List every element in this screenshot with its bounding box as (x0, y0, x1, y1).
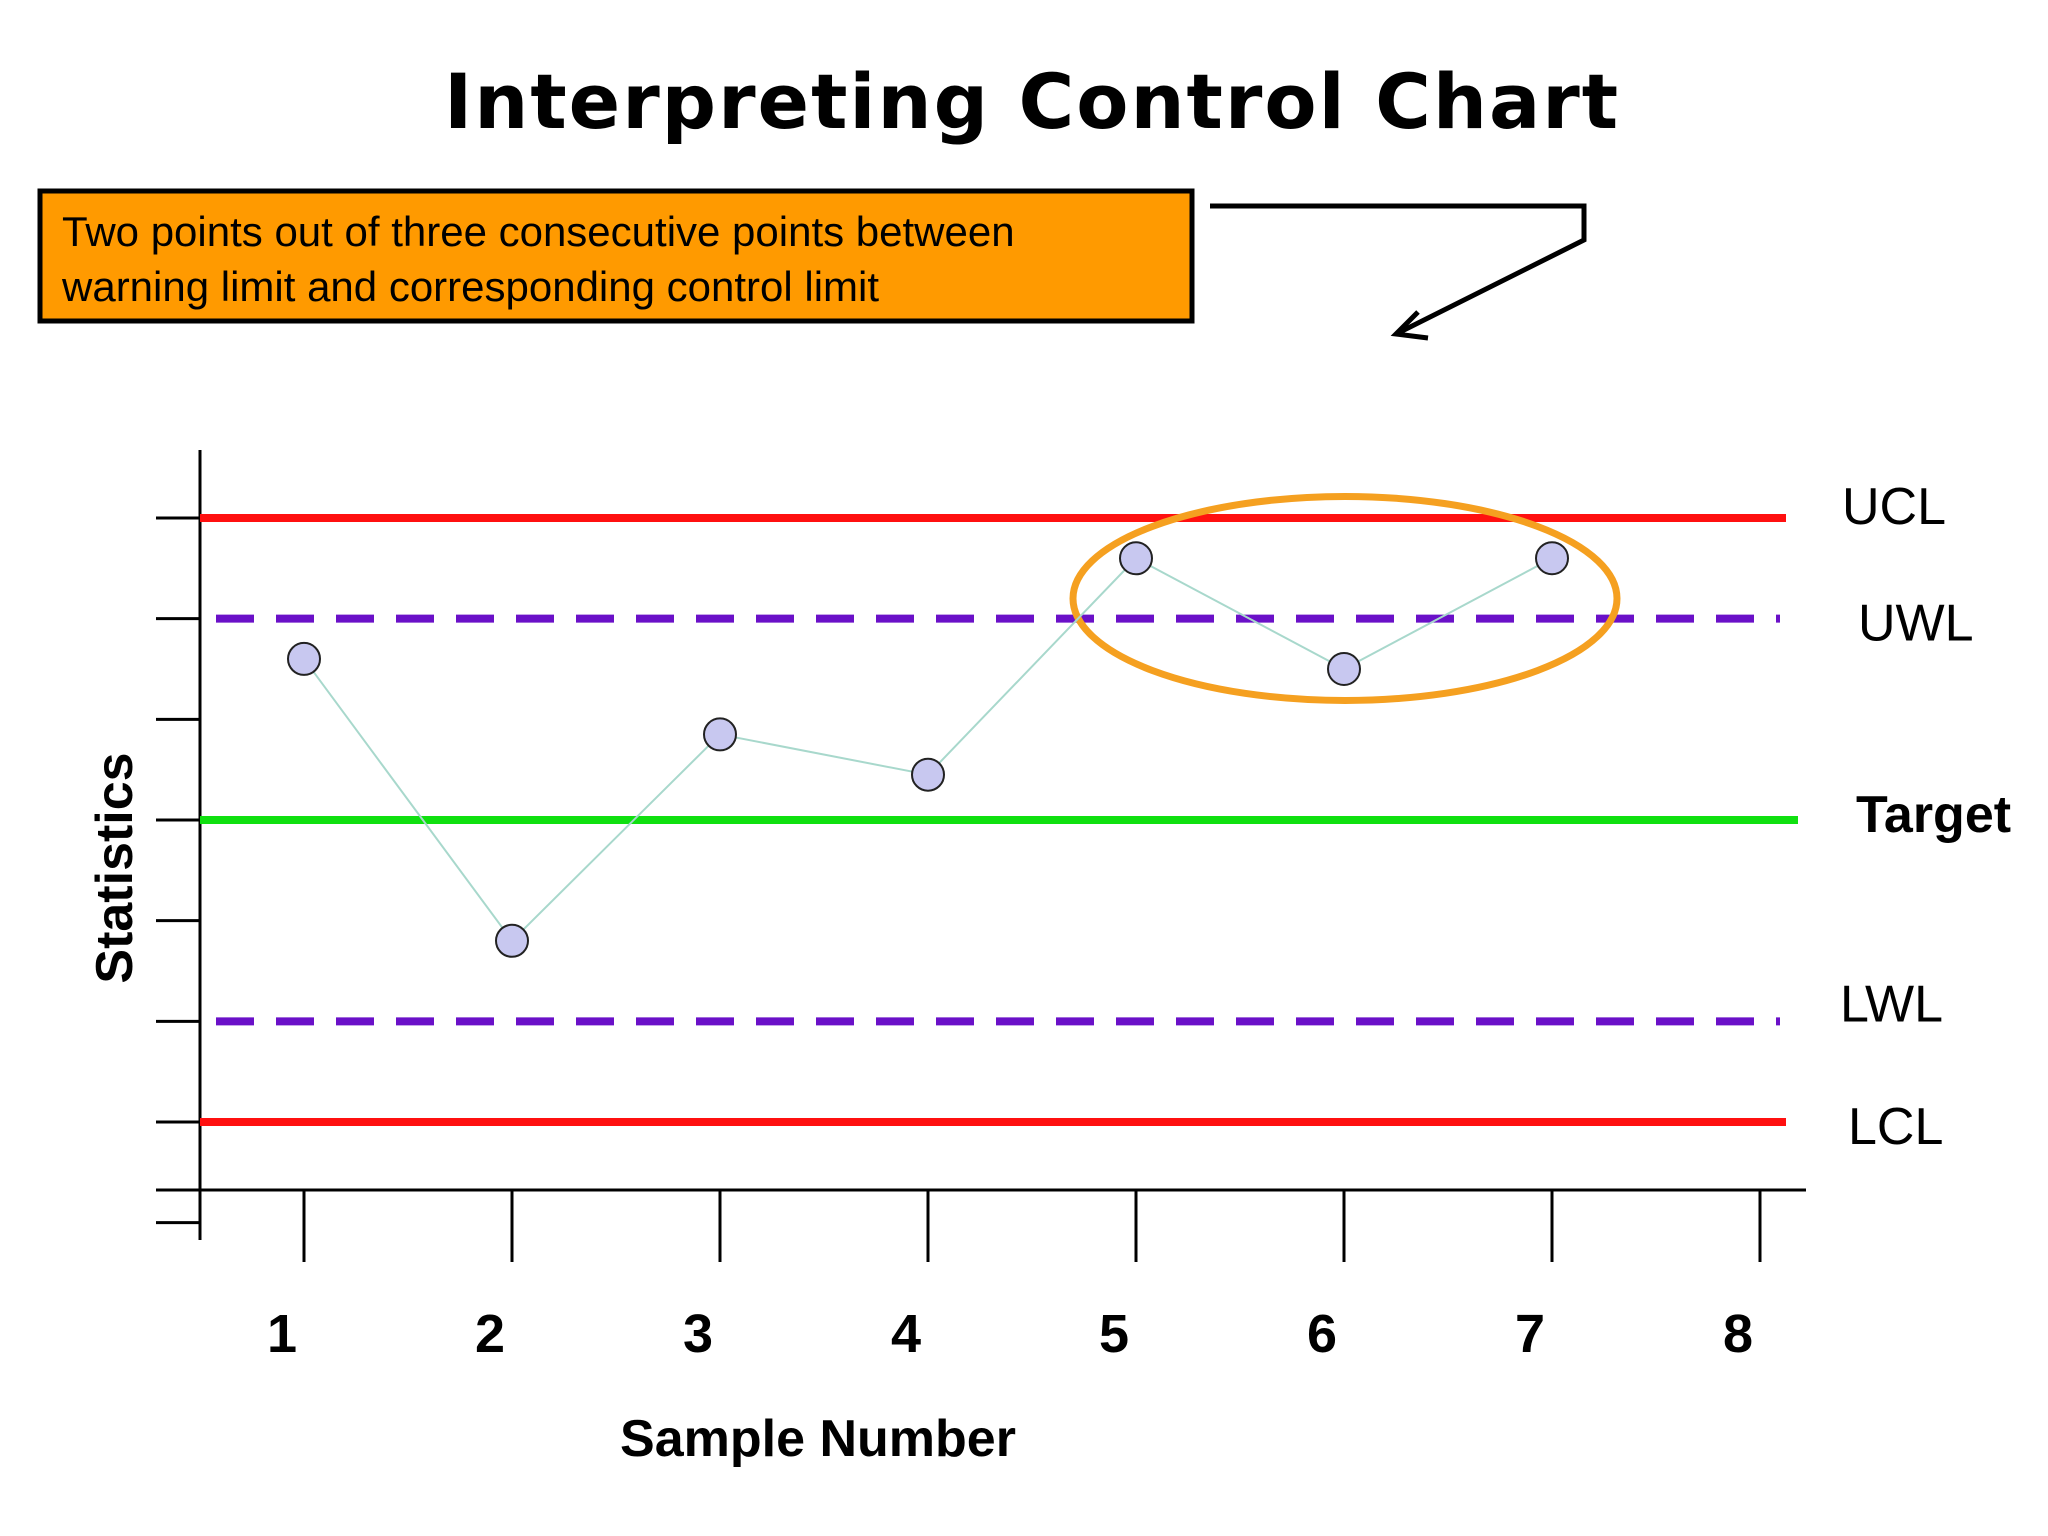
data-point (495, 923, 529, 958)
annotation-text-line-2: warning limit and corresponding control … (61, 263, 879, 310)
x-tick-label: 4 (891, 1304, 921, 1364)
data-point (1327, 652, 1361, 686)
highlight-ellipse (1069, 492, 1621, 704)
annotation-arrow-head (1390, 310, 1429, 341)
x-tick-label: 5 (1099, 1304, 1129, 1364)
limit-labels: UCL UWL Target LWL LCL (1840, 478, 2011, 1156)
limit-label-lwl: LWL (1840, 975, 1943, 1033)
x-tick-label: 3 (683, 1304, 713, 1364)
limit-lines (200, 514, 1798, 1126)
x-tick-label: 1 (267, 1304, 297, 1364)
x-tick-label: 2 (475, 1304, 505, 1364)
data-point (1119, 541, 1153, 576)
chart-title: Interpreting Control Chart (444, 57, 1620, 146)
limit-label-lcl: LCL (1848, 1098, 1943, 1156)
x-tick-labels: 1 2 3 4 5 6 7 8 (267, 1304, 1753, 1364)
data-point (703, 717, 737, 752)
highlight-group (1069, 492, 1621, 704)
data-points (287, 541, 1569, 958)
x-axis-label: Sample Number (620, 1410, 1016, 1468)
limit-label-target: Target (1856, 786, 2011, 844)
annotation-text-line-1: Two points out of three consecutive poin… (62, 208, 1015, 255)
limit-label-ucl: UCL (1842, 478, 1946, 536)
data-point (287, 641, 321, 676)
x-tick-label: 8 (1723, 1304, 1753, 1364)
data-point (1535, 541, 1569, 576)
annotation-box (37, 188, 1195, 324)
limit-label-uwl: UWL (1858, 595, 1974, 653)
x-tick-label: 7 (1515, 1304, 1545, 1364)
x-axis-ticks (302, 1190, 1762, 1262)
annotation-connector-arrow (1210, 203, 1587, 337)
y-axis-ticks (156, 516, 200, 1225)
y-axis-label: Statistics (86, 752, 144, 983)
data-point (911, 757, 945, 792)
x-tick-label: 6 (1307, 1304, 1337, 1364)
